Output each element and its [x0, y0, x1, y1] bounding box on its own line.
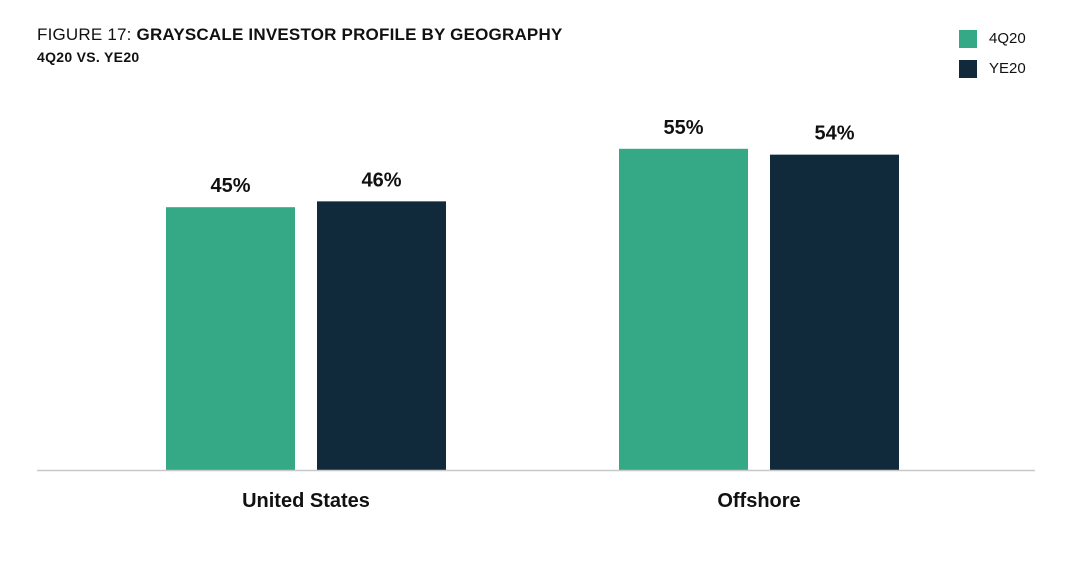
- chart-title: FIGURE 17: GRAYSCALE INVESTOR PROFILE BY…: [37, 24, 562, 46]
- category-labels-group: United States Offshore: [242, 490, 801, 512]
- legend-label-4q20: 4Q20: [989, 30, 1026, 47]
- legend-swatch-4q20: [959, 30, 977, 48]
- value-labels-group: 45% 46% 55% 54%: [210, 117, 854, 197]
- legend: 4Q20 YE20: [959, 29, 1026, 89]
- bar-offshore-ye20: [770, 154, 899, 470]
- bar-offshore-4q20: [619, 148, 748, 471]
- chart-subtitle: 4Q20 VS. YE20: [37, 49, 140, 65]
- bar-united-states-ye20: [317, 201, 446, 471]
- figure-title: GRAYSCALE INVESTOR PROFILE BY GEOGRAPHY: [136, 25, 563, 44]
- value-label-united-states-4q20: 45%: [210, 175, 250, 197]
- category-label-offshore: Offshore: [717, 490, 800, 512]
- chart-title-block: FIGURE 17: GRAYSCALE INVESTOR PROFILE BY…: [37, 24, 562, 67]
- figure-number: FIGURE 17:: [37, 25, 132, 44]
- legend-label-ye20: YE20: [989, 60, 1026, 77]
- legend-swatch-ye20: [959, 60, 977, 78]
- bars-group: [166, 148, 899, 471]
- value-label-offshore-4q20: 55%: [663, 117, 703, 139]
- category-label-united-states: United States: [242, 490, 370, 512]
- value-label-united-states-ye20: 46%: [361, 169, 401, 191]
- legend-item-ye20: YE20: [959, 59, 1026, 79]
- value-label-offshore-ye20: 54%: [814, 123, 854, 145]
- legend-item-4q20: 4Q20: [959, 29, 1026, 49]
- bar-united-states-4q20: [166, 207, 295, 470]
